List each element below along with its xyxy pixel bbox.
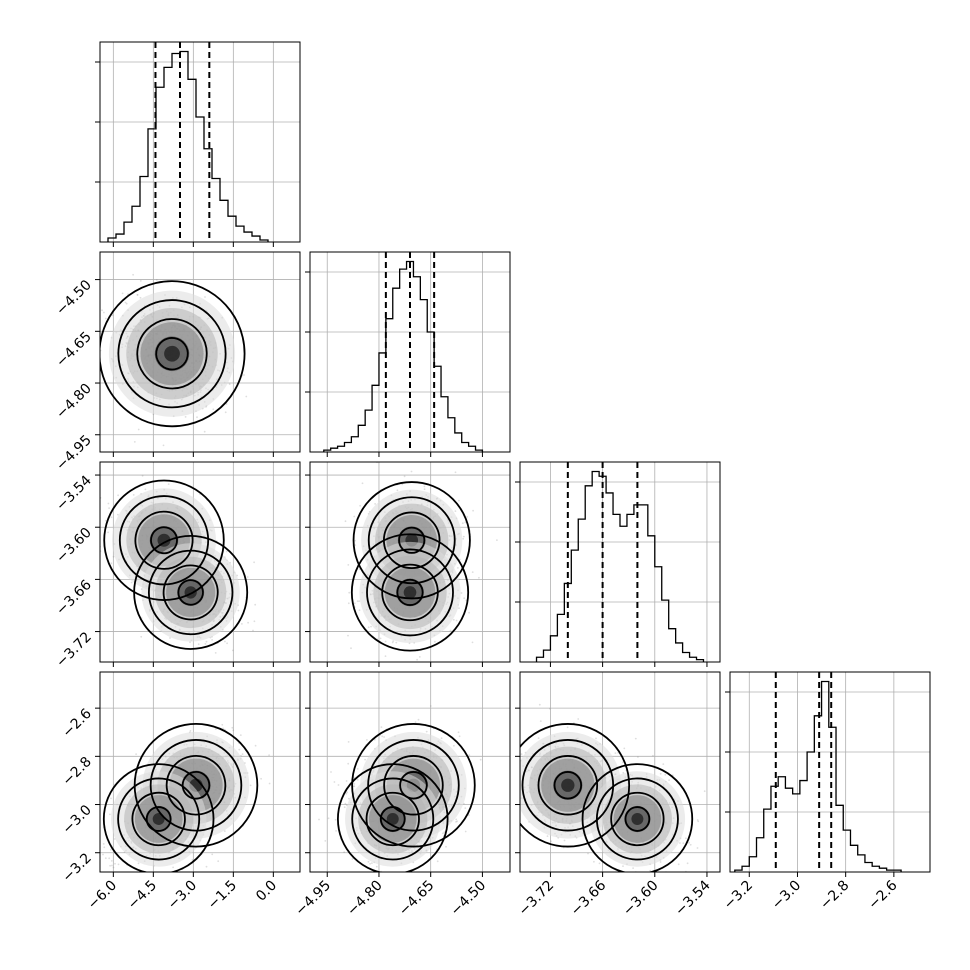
y-tick-label: −4.80 [53,381,95,423]
histogram-panel-0 [95,41,301,247]
y-tick-label: −3.72 [53,629,95,671]
x-tick-label: −4.5 [125,878,160,913]
panel-frame [519,671,721,873]
density-fill [359,489,463,644]
x-tick-label: −6.0 [85,878,120,913]
y-tick-label: −3.66 [53,577,95,619]
y-tick-label: −2.8 [59,754,94,789]
x-tick-label: 0.0 [253,878,280,905]
density-contours [350,481,471,652]
density-fill [345,731,467,867]
x-tick-label: −4.95 [292,878,334,920]
histogram-step [107,50,269,242]
x-tick-label: −4.65 [396,878,438,920]
histogram-step [734,680,902,872]
histogram-panel-3: −3.2 −3.0 −2.8 −2.6 [721,671,931,913]
y-tick-label: −3.0 [59,802,94,837]
histogram-panel-2 [515,461,721,667]
density-fill [110,731,250,867]
panel-frame [99,41,301,243]
panel-frame [99,671,301,873]
panel-frame [309,671,511,873]
y-tick-label: −4.50 [53,277,95,319]
panel-frame [309,251,511,453]
density-panel-3-2: −3.72 −3.66 −3.60 −3.54 [515,671,721,920]
density-panel-2-1 [305,461,511,667]
x-tick-label: −1.5 [205,878,240,913]
density-fill [108,290,236,417]
grid-lines [730,672,930,872]
x-tick-label: −3.54 [672,877,714,919]
x-tick-label: −2.6 [865,877,900,912]
x-tick-label: −2.8 [817,878,852,913]
density-panel-3-1: −4.95 −4.80 −4.65 −4.50 [292,671,511,920]
x-tick-label: −3.66 [568,877,610,919]
y-tick-label: −3.2 [59,850,94,885]
x-tick-label: −4.80 [344,878,386,920]
density-contours [103,479,249,650]
y-tick-label: −3.54 [53,472,95,514]
density-contours [337,723,476,872]
panel-frame [99,251,301,453]
density-fill [520,731,686,867]
y-tick-label: −4.65 [53,329,95,371]
panel-frame [729,671,931,873]
panel-frame [99,461,301,663]
x-tick-label: −3.60 [620,878,662,920]
x-tick-label: −4.50 [448,878,490,920]
x-tick-label: −3.0 [769,878,804,913]
y-tick-label: −4.95 [53,432,95,474]
x-tick-label: −3.0 [165,878,200,913]
histogram-panel-1 [305,251,511,457]
x-tick-label: −3.2 [721,878,756,913]
y-tick-label: −2.6 [59,706,94,741]
grid-lines [520,462,720,662]
histogram-step [323,260,484,452]
histogram-step [535,470,705,662]
density-panel-1-0: −4.95 −4.80 −4.65 −4.50 [53,251,301,474]
panel-frame [519,461,721,663]
density-contours [102,723,259,872]
density-contours [100,280,246,428]
y-tick-label: −3.60 [53,525,95,567]
grid-lines [100,42,300,242]
panel-frame [309,461,511,663]
density-panel-3-0: −6.0 −4.5 −3.0 −1.5 0.0−3.2−3.0−2.8−2.6 [59,671,301,913]
density-panel-2-0: −3.72 −3.66 −3.60 −3.54 [53,461,301,671]
density-fill [112,488,240,642]
x-tick-label: −3.72 [516,878,558,920]
density-contours [520,723,694,872]
